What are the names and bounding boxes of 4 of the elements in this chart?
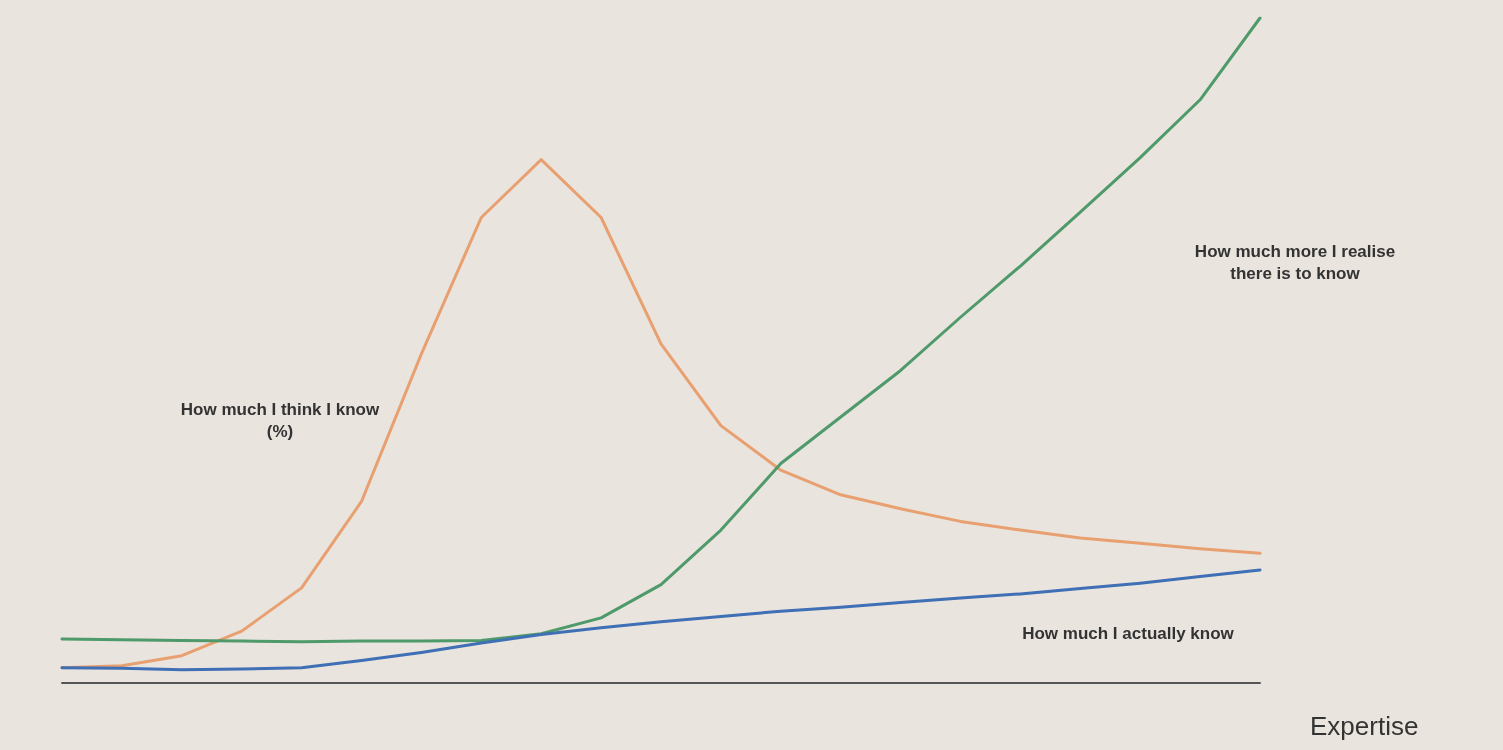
annotation: How much I think I know (%) [180, 399, 380, 441]
annotation: How much I actually know [1022, 623, 1235, 643]
x-axis-title: Expertise [1310, 711, 1419, 741]
annotation: How much more I realise there is to know [1194, 241, 1396, 283]
